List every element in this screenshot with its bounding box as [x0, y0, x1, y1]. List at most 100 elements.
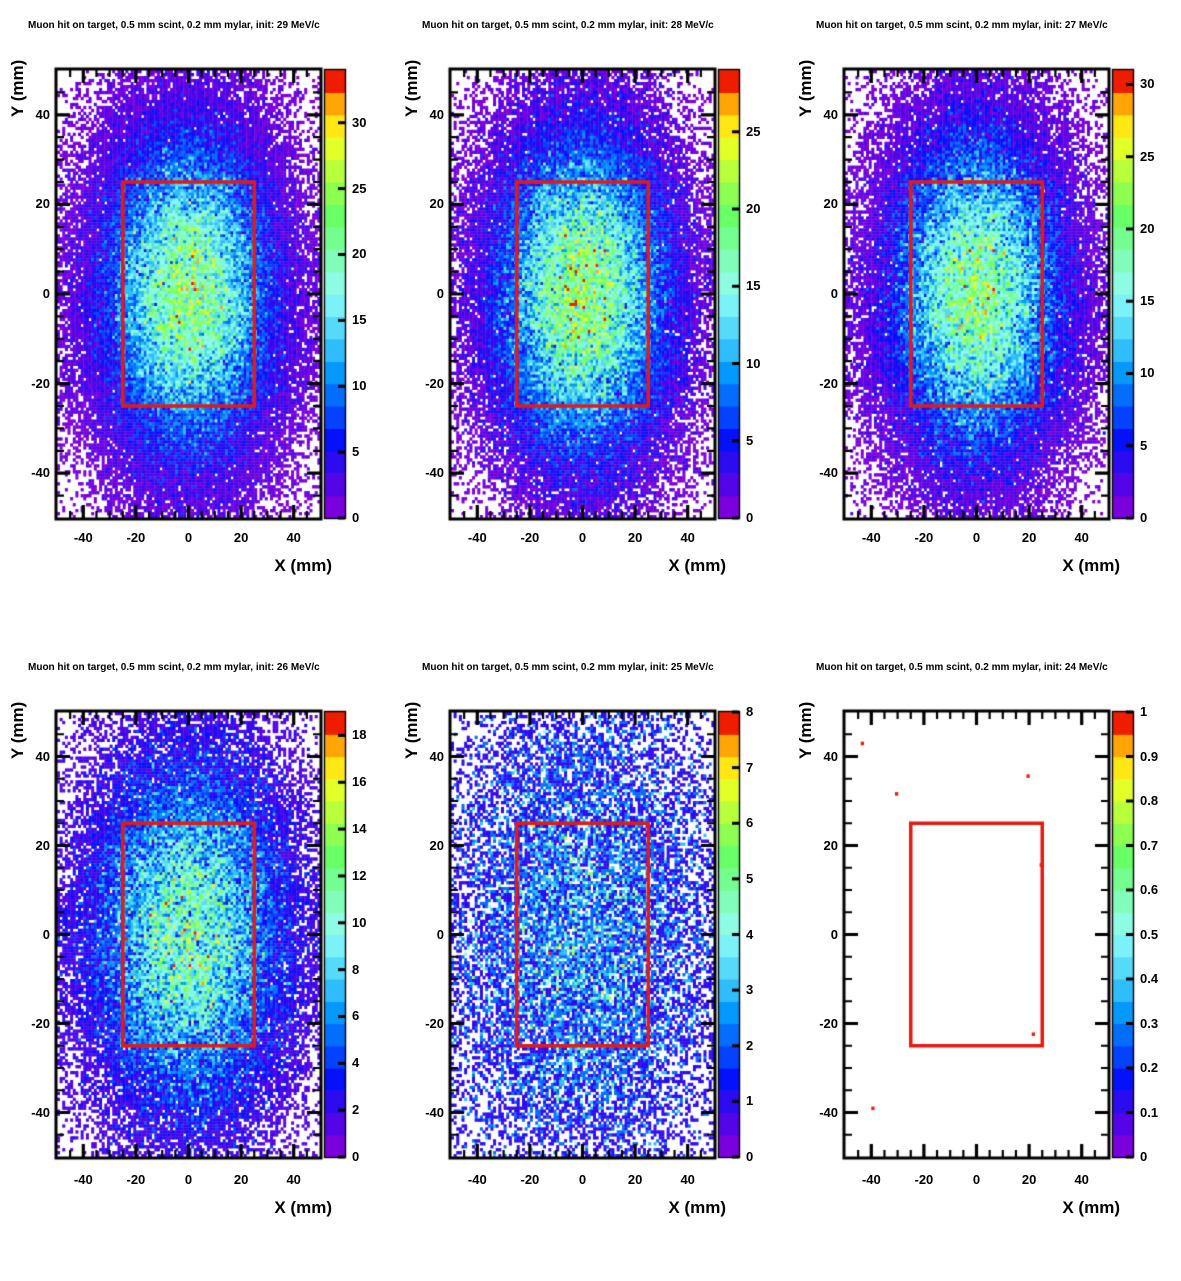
x-tick-label: 0: [972, 1172, 981, 1187]
x-tick-label: 0: [972, 530, 981, 545]
colorbar-tick-label: 2: [746, 1037, 754, 1053]
x-tick-label: -20: [914, 1172, 934, 1187]
y-tick-label: 40: [823, 748, 838, 764]
y-tick-label: 20: [429, 837, 444, 853]
y-tick-label: -20: [819, 1015, 838, 1031]
plot-title: Muon hit on target, 0.5 mm scint, 0.2 mm…: [422, 662, 714, 673]
colorbar-tick-label: 0.1: [1140, 1104, 1159, 1120]
colorbar-tick-label: 2: [352, 1102, 360, 1118]
colorbar-tick-label: 5: [746, 870, 754, 886]
plot-title: Muon hit on target, 0.5 mm scint, 0.2 mm…: [28, 662, 320, 673]
colorbar-tick-label: 6: [746, 815, 754, 831]
y-tick-label: -20: [819, 375, 838, 391]
x-axis-title: X (mm): [1062, 556, 1120, 575]
x-axis-title: X (mm): [668, 1198, 726, 1217]
colorbar-tick-label: 30: [352, 114, 367, 130]
colorbar-tick-label: 5: [352, 444, 360, 460]
x-axis-title: X (mm): [1062, 1198, 1120, 1217]
x-tick-label: 40: [1074, 530, 1089, 545]
x-tick-label: -20: [520, 530, 540, 545]
x-tick-label: 0: [578, 530, 587, 545]
colorbar-tick-label: 30: [1140, 76, 1155, 92]
colorbar-tick-label: 1: [1140, 704, 1148, 719]
x-tick-label: 40: [286, 530, 301, 545]
colorbar-tick-label: 15: [746, 278, 761, 294]
x-tick-label: 40: [680, 530, 695, 545]
y-tick-label: 40: [429, 748, 444, 764]
colorbar-tick-label: 10: [746, 355, 761, 371]
colorbar-tick-label: 8: [746, 704, 754, 719]
x-tick-label: 20: [627, 1172, 643, 1187]
colorbar-tick-label: 0.2: [1140, 1060, 1159, 1075]
colorbar-tick-label: 0.9: [1140, 748, 1159, 764]
colorbar-tick-label: 0: [1140, 510, 1148, 525]
colorbar-tick-label: 25: [1140, 148, 1155, 164]
y-tick-label: -40: [31, 1104, 50, 1120]
colorbar-tick-label: 0: [352, 510, 360, 525]
x-tick-label: 20: [1021, 1172, 1037, 1187]
x-tick-label: 20: [627, 530, 643, 545]
y-tick-label: -20: [31, 375, 50, 391]
colorbar-tick-label: 25: [352, 180, 367, 196]
colorbar-tick-label: 0: [1140, 1149, 1148, 1164]
colorbar-tick-label: 4: [352, 1055, 360, 1071]
plot-title: Muon hit on target, 0.5 mm scint, 0.2 mm…: [816, 20, 1108, 31]
x-tick-label: 20: [233, 530, 249, 545]
colorbar-tick-label: 0.4: [1140, 971, 1159, 986]
y-tick-label: 0: [436, 286, 444, 301]
colorbar-tick-label: 16: [352, 774, 367, 790]
y-tick-label: 0: [436, 926, 444, 942]
y-tick-label: -40: [425, 465, 444, 481]
x-tick-label: -40: [467, 530, 487, 545]
y-tick-label: 0: [830, 286, 838, 301]
x-axis-title: X (mm): [274, 556, 332, 575]
x-axis-title: X (mm): [274, 1198, 332, 1217]
colorbar-tick-label: 7: [746, 759, 754, 775]
colorbar-tick-label: 0.7: [1140, 837, 1159, 853]
colorbar-tick-label: 20: [1140, 220, 1155, 236]
colorbar-tick-label: 12: [352, 867, 367, 883]
colorbar-tick-label: 0: [746, 510, 754, 525]
x-tick-label: -20: [520, 1172, 540, 1187]
x-tick-label: 40: [680, 1172, 695, 1187]
colorbar-tick-label: 15: [352, 312, 367, 328]
y-tick-label: 0: [830, 926, 838, 942]
y-tick-label: 20: [35, 196, 50, 212]
x-tick-label: 0: [184, 530, 193, 545]
colorbar-tick-label: 0: [352, 1149, 360, 1164]
y-tick-label: 40: [823, 106, 838, 122]
colorbar-tick-label: 0.3: [1140, 1015, 1159, 1031]
x-tick-label: 20: [1021, 530, 1037, 545]
x-tick-label: 40: [1074, 1172, 1089, 1187]
colorbar-tick-label: 0.6: [1140, 882, 1159, 897]
x-tick-label: -40: [73, 530, 93, 545]
colorbar-tick-label: 18: [352, 727, 367, 743]
x-tick-label: 0: [184, 1172, 193, 1187]
colorbar-tick-label: 20: [746, 201, 761, 217]
colorbar-tick-label: 8: [352, 961, 360, 977]
colorbar-tick-label: 10: [352, 914, 367, 930]
plot-title: Muon hit on target, 0.5 mm scint, 0.2 mm…: [816, 662, 1108, 673]
y-tick-label: 0: [42, 286, 50, 301]
colorbar-tick-label: 0.8: [1140, 793, 1159, 808]
x-tick-label: 20: [233, 1172, 249, 1187]
y-tick-label: -40: [819, 1104, 838, 1120]
y-tick-label: -20: [425, 375, 444, 391]
colorbar-tick-label: 10: [352, 378, 367, 394]
x-tick-label: -20: [126, 1172, 146, 1187]
y-tick-label: 20: [823, 196, 838, 212]
colorbar-tick-label: 4: [746, 926, 754, 942]
y-tick-label: 40: [35, 106, 50, 122]
colorbar-tick-label: 3: [746, 982, 754, 998]
colorbar-tick-label: 5: [746, 432, 754, 448]
x-tick-label: -20: [126, 530, 146, 545]
x-tick-label: -20: [914, 530, 934, 545]
x-tick-label: 0: [578, 1172, 587, 1187]
y-tick-label: -40: [819, 465, 838, 481]
y-tick-label: 40: [429, 106, 444, 122]
colorbar-tick-label: 15: [1140, 293, 1155, 309]
colorbar-tick-label: 25: [746, 123, 761, 139]
plot-title: Muon hit on target, 0.5 mm scint, 0.2 mm…: [422, 20, 714, 31]
